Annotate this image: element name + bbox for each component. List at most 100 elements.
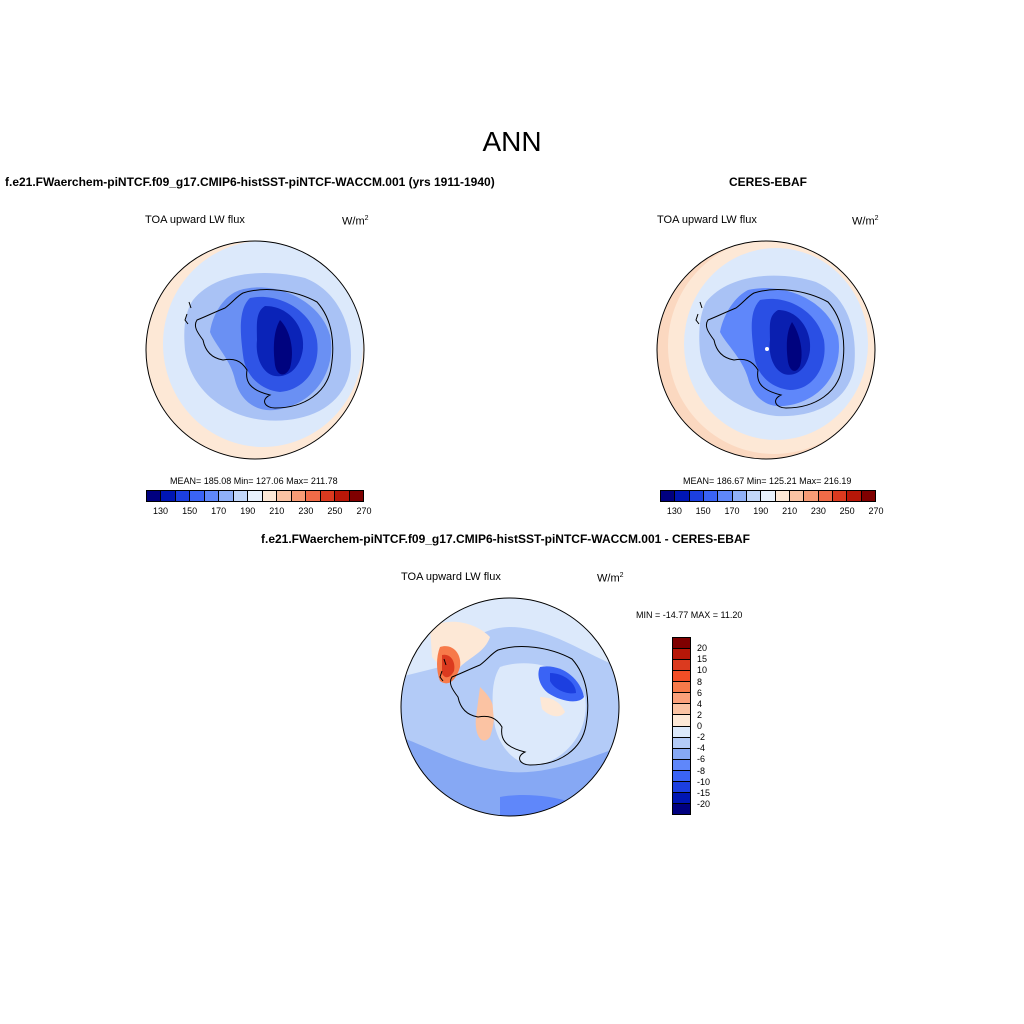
obs-colorbar-ticks: 130 150 170 190 210 230 250 270	[660, 506, 884, 518]
diff-field-warm-ross	[475, 687, 495, 741]
obs-stats: MEAN= 186.67 Min= 125.21 Max= 216.19	[683, 476, 852, 486]
obs-pole-marker	[765, 347, 769, 351]
figure-title: ANN	[482, 126, 542, 157]
colorbar-tick-label: -4	[697, 743, 706, 754]
colorbar-swatch	[673, 704, 690, 716]
colorbar-tick-label: 230	[810, 506, 826, 516]
colorbar-swatch	[673, 671, 690, 683]
colorbar-tick-label: 210	[269, 506, 285, 516]
colorbar-swatch	[673, 660, 690, 672]
colorbar-tick-label: 6	[697, 687, 703, 698]
colorbar-swatch	[673, 737, 690, 749]
colorbar-swatch	[732, 491, 747, 501]
colorbar-tick-label: 15	[697, 654, 708, 665]
colorbar-tick-label: 130	[666, 506, 682, 516]
diff-stats: MIN = -14.77 MAX = 11.20	[636, 610, 743, 620]
colorbar-swatch	[718, 491, 733, 501]
colorbar-swatch	[673, 748, 690, 760]
diff-variable-label: TOA upward LW flux	[401, 571, 501, 583]
model-map-border	[145, 240, 365, 460]
colorbar-tick-label: 270	[356, 506, 372, 516]
colorbar-swatch	[673, 726, 690, 738]
diff-antarctica-coastline	[449, 646, 589, 766]
diff-colorbar-ticks: 20 15 10 8 6 4 2 0 -2 -4 -6 -8 -10 -15 -20	[697, 637, 727, 815]
colorbar-tick-label: 250	[327, 506, 343, 516]
model-colorbar-ticks: 130 150 170 190 210 230 250 270	[146, 506, 372, 518]
colorbar-tick-label: 230	[298, 506, 314, 516]
colorbar-swatch	[673, 682, 690, 694]
colorbar-swatch	[175, 491, 191, 501]
obs-colorbar	[660, 490, 876, 502]
colorbar-tick-label: -10	[697, 776, 711, 787]
diff-units-label: W/m2	[597, 572, 624, 585]
colorbar-swatch	[673, 781, 690, 793]
colorbar-swatch	[689, 491, 704, 501]
colorbar-tick-label: 190	[240, 506, 256, 516]
colorbar-swatch	[673, 693, 690, 705]
colorbar-tick-label: -6	[697, 754, 706, 765]
colorbar-swatch	[190, 491, 205, 501]
colorbar-swatch	[248, 491, 263, 501]
colorbar-tick-label: 2	[697, 709, 703, 720]
colorbar-swatch	[832, 491, 848, 501]
colorbar-swatch	[306, 491, 321, 501]
colorbar-swatch	[673, 803, 690, 814]
obs-map-border	[656, 240, 876, 460]
colorbar-swatch	[673, 715, 690, 727]
colorbar-tick-label: 130	[153, 506, 169, 516]
colorbar-tick-label: 210	[782, 506, 798, 516]
colorbar-swatch	[673, 792, 690, 804]
diff-panel-title: f.e21.FWaerchem-piNTCF.f09_g17.CMIP6-his…	[261, 532, 750, 546]
colorbar-swatch	[204, 491, 220, 501]
colorbar-swatch	[661, 491, 676, 501]
colorbar-tick-label: -2	[697, 732, 706, 743]
colorbar-tick-label: -15	[697, 787, 711, 798]
model-polar-map	[145, 240, 365, 460]
colorbar-tick-label: 250	[839, 506, 855, 516]
model-colorbar	[146, 490, 364, 502]
colorbar-swatch	[861, 491, 875, 501]
obs-antarctica-coastline	[705, 289, 845, 409]
colorbar-swatch	[804, 491, 819, 501]
colorbar-tick-label: 170	[211, 506, 227, 516]
colorbar-swatch	[818, 491, 833, 501]
model-antarctica-coastline	[194, 289, 334, 409]
colorbar-tick-label: 190	[753, 506, 769, 516]
obs-polar-map	[656, 240, 876, 460]
colorbar-swatch	[262, 491, 278, 501]
colorbar-swatch	[291, 491, 307, 501]
colorbar-swatch	[233, 491, 249, 501]
colorbar-tick-label: 150	[695, 506, 711, 516]
model-panel-title: f.e21.FWaerchem-piNTCF.f09_g17.CMIP6-his…	[5, 175, 495, 189]
colorbar-tick-label: 4	[697, 698, 703, 709]
obs-panel-title: CERES-EBAF	[729, 175, 808, 189]
model-field-min	[273, 320, 292, 375]
diff-field-south	[401, 737, 619, 816]
diff-polar-map	[400, 597, 620, 817]
colorbar-swatch	[673, 759, 690, 771]
diff-field-hot-2	[442, 654, 455, 678]
colorbar-swatch	[219, 491, 234, 501]
model-stats: MEAN= 185.08 Min= 127.06 Max= 211.78	[170, 476, 338, 486]
colorbar-swatch	[789, 491, 805, 501]
obs-units-label: W/m2	[852, 215, 879, 228]
colorbar-swatch	[746, 491, 762, 501]
diff-field-weak-north	[401, 598, 619, 677]
colorbar-swatch	[161, 491, 176, 501]
colorbar-tick-label: -8	[697, 765, 706, 776]
colorbar-swatch	[277, 491, 292, 501]
colorbar-swatch	[675, 491, 690, 501]
colorbar-tick-label: 150	[182, 506, 198, 516]
colorbar-swatch	[349, 491, 364, 501]
colorbar-swatch	[335, 491, 350, 501]
colorbar-swatch	[703, 491, 719, 501]
model-variable-label: TOA upward LW flux	[145, 214, 245, 226]
colorbar-swatch	[320, 491, 336, 501]
colorbar-tick-label: 270	[868, 506, 884, 516]
colorbar-tick-label: 8	[697, 676, 703, 687]
obs-variable-label: TOA upward LW flux	[657, 214, 757, 226]
colorbar-swatch	[847, 491, 862, 501]
colorbar-tick-label: 170	[724, 506, 740, 516]
colorbar-tick-label: 20	[697, 643, 708, 654]
colorbar-swatch	[673, 649, 690, 661]
